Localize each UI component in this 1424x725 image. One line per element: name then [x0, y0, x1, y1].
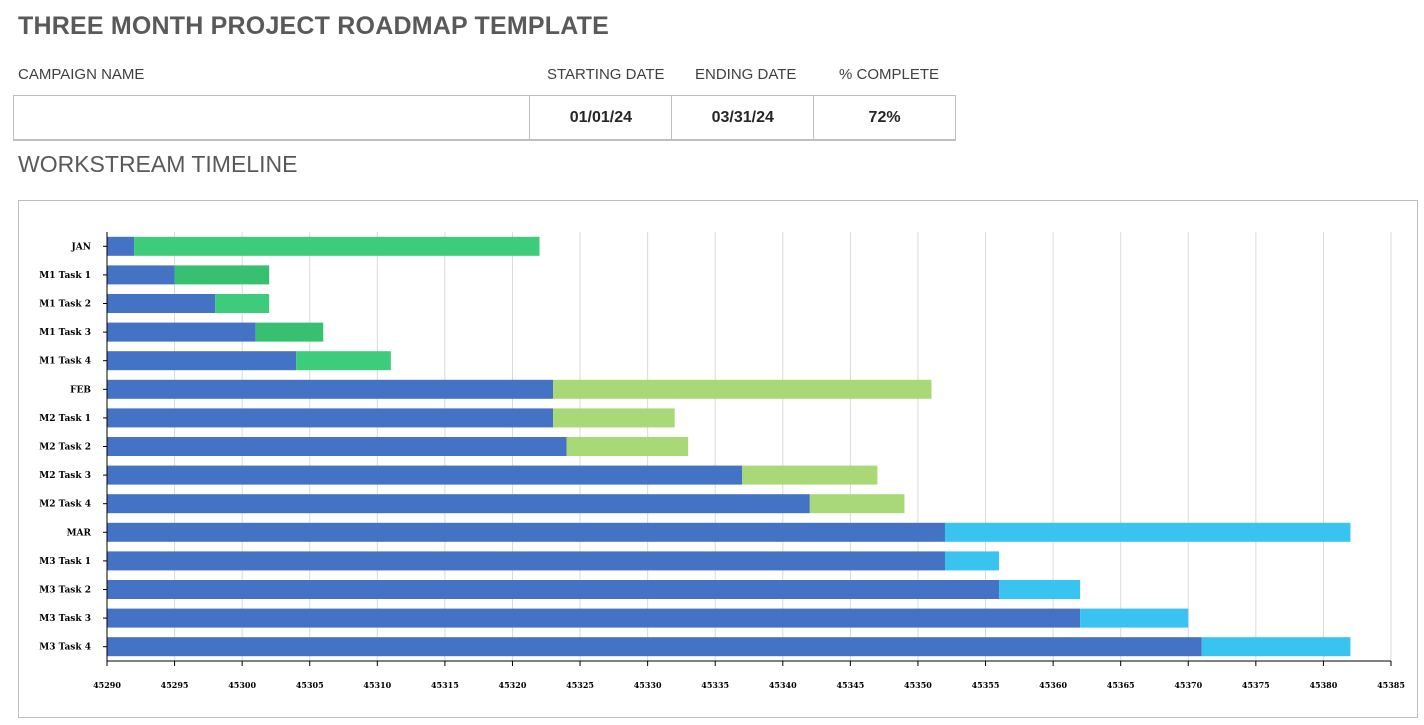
- x-tick-label: 45355: [972, 680, 1000, 690]
- x-tick-label: 45340: [769, 680, 797, 690]
- bar-duration-segment: [809, 494, 905, 514]
- x-tick-label: 45365: [1107, 680, 1135, 690]
- bar-start-segment: [107, 379, 554, 399]
- category-label: JAN: [71, 242, 91, 252]
- x-tick-label: 45385: [1377, 680, 1405, 690]
- bar-duration-segment: [1080, 608, 1189, 628]
- workstream-timeline-chart: JAN M1 Task 1 M1 Task 2 M1 Task 3 M1 Task 4 F…: [18, 200, 1418, 718]
- bar-start-segment: [107, 294, 216, 313]
- bar-duration-segment: [174, 265, 270, 285]
- bar-duration-segment: [1201, 637, 1351, 657]
- campaign-name-field[interactable]: [14, 96, 531, 139]
- bar-duration-segment: [944, 551, 1000, 571]
- category-label: MAR: [67, 528, 92, 538]
- bar-duration-segment: [134, 236, 540, 256]
- section-title: WORKSTREAM TIMELINE: [18, 151, 298, 177]
- bar-start-segment: [107, 322, 256, 342]
- page-title: THREE MONTH PROJECT ROADMAP TEMPLATE: [18, 12, 610, 40]
- category-label: M2 Task 1: [39, 414, 91, 424]
- x-tick-label: 45310: [363, 680, 391, 690]
- bar-duration-segment: [553, 408, 675, 428]
- x-tick-label: 45300: [228, 680, 256, 690]
- ending-date-field[interactable]: 03/31/24: [672, 96, 815, 139]
- category-label: M3 Task 2: [39, 586, 91, 596]
- percent-complete-field[interactable]: 72%: [868, 108, 901, 126]
- percent-complete-header: % COMPLETE: [839, 66, 940, 83]
- x-tick-label: 45345: [836, 680, 864, 690]
- campaign-info-table: 01/01/24 03/31/24 72%: [13, 95, 956, 141]
- bar-duration-segment: [255, 322, 324, 342]
- bar-start-segment: [107, 437, 567, 456]
- bar-duration-segment: [999, 580, 1081, 599]
- bar-duration-segment: [296, 351, 391, 371]
- bar-start-segment: [107, 637, 1202, 657]
- x-tick-label: 45335: [701, 680, 729, 690]
- bar-start-segment: [107, 608, 1081, 628]
- bar-start-segment: [107, 465, 743, 485]
- x-tick-label: 45325: [566, 680, 594, 690]
- campaign-name-header: CAMPAIGN NAME: [18, 66, 145, 83]
- x-tick-label: 45320: [499, 680, 527, 690]
- bar-duration-segment: [944, 522, 1351, 542]
- bar-start-segment: [107, 551, 945, 571]
- x-tick-label: 45370: [1174, 680, 1202, 690]
- x-tick-label: 45295: [161, 680, 189, 690]
- x-tick-label: 45380: [1309, 680, 1337, 690]
- bar-start-segment: [107, 408, 554, 428]
- x-tick-label: 45290: [93, 680, 121, 690]
- category-label: M3 Task 1: [39, 557, 91, 567]
- bar-duration-segment: [566, 437, 689, 456]
- bar-start-segment: [107, 580, 1000, 599]
- category-label: M3 Task 3: [39, 614, 91, 624]
- starting-date-header: STARTING DATE: [547, 66, 665, 83]
- category-label: M1 Task 3: [39, 328, 91, 338]
- x-tick-label: 45315: [431, 680, 459, 690]
- bar-start-segment: [107, 494, 810, 514]
- category-label: FEB: [70, 385, 91, 395]
- bar-start-segment: [107, 351, 297, 371]
- x-tick-label: 45330: [634, 680, 662, 690]
- category-label: M2 Task 3: [39, 471, 91, 481]
- bar-start-segment: [107, 236, 135, 256]
- category-label: M2 Task 4: [39, 500, 91, 510]
- category-label: M1 Task 2: [39, 300, 91, 310]
- category-label: M2 Task 2: [39, 443, 91, 453]
- x-tick-label: 45305: [296, 680, 324, 690]
- x-tick-label: 45350: [904, 680, 932, 690]
- bar-duration-segment: [215, 294, 270, 313]
- ending-date-header: ENDING DATE: [695, 66, 797, 83]
- bar-duration-segment: [742, 465, 878, 485]
- gantt-chart-svg: JAN M1 Task 1 M1 Task 2 M1 Task 3 M1 Task 4 F…: [39, 232, 1405, 690]
- x-tick-label: 45360: [1039, 680, 1067, 690]
- x-tick-label: 45375: [1242, 680, 1270, 690]
- bar-start-segment: [107, 522, 945, 542]
- category-label: M3 Task 4: [39, 643, 91, 653]
- bar-duration-segment: [553, 379, 932, 399]
- category-label: M1 Task 1: [39, 271, 91, 281]
- bar-start-segment: [107, 265, 175, 285]
- starting-date-field[interactable]: 01/01/24: [530, 96, 673, 139]
- category-label: M1 Task 4: [39, 357, 91, 367]
